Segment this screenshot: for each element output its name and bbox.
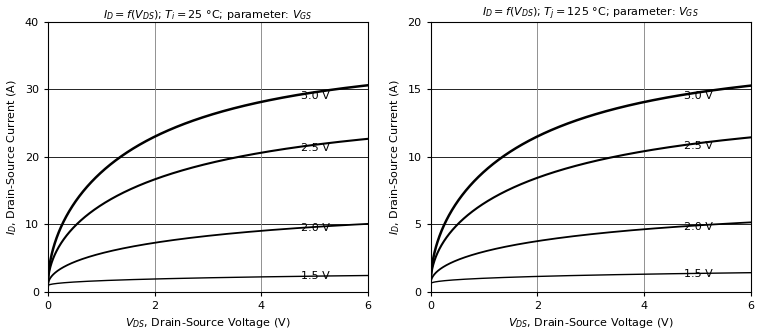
Title: $I_D = f(V_{DS})$; $T_j = 125\ \mathrm{°C}$; parameter: $V_{GS}$: $I_D = f(V_{DS})$; $T_j = 125\ \mathrm{°…	[483, 6, 699, 22]
X-axis label: $V_{DS}$, Drain-Source Voltage (V): $V_{DS}$, Drain-Source Voltage (V)	[508, 317, 673, 330]
Y-axis label: $I_D$, Drain-Source Current (A): $I_D$, Drain-Source Current (A)	[388, 79, 402, 235]
Text: 2.0 V: 2.0 V	[302, 223, 331, 234]
Text: 3.0 V: 3.0 V	[684, 91, 713, 101]
Text: 2.5 V: 2.5 V	[302, 143, 331, 153]
Y-axis label: $I_D$, Drain-Source Current (A): $I_D$, Drain-Source Current (A)	[5, 79, 19, 235]
Text: 1.5 V: 1.5 V	[684, 269, 713, 279]
Text: 3.0 V: 3.0 V	[302, 91, 330, 101]
Text: 2.5 V: 2.5 V	[684, 141, 713, 151]
X-axis label: $V_{DS}$, Drain-Source Voltage (V): $V_{DS}$, Drain-Source Voltage (V)	[125, 317, 291, 330]
Text: 2.0 V: 2.0 V	[684, 222, 713, 232]
Text: 1.5 V: 1.5 V	[302, 271, 330, 282]
Title: $I_D = f(V_{DS})$; $T_i = 25\ \mathrm{°C}$; parameter: $V_{GS}$: $I_D = f(V_{DS})$; $T_i = 25\ \mathrm{°C…	[103, 8, 313, 22]
